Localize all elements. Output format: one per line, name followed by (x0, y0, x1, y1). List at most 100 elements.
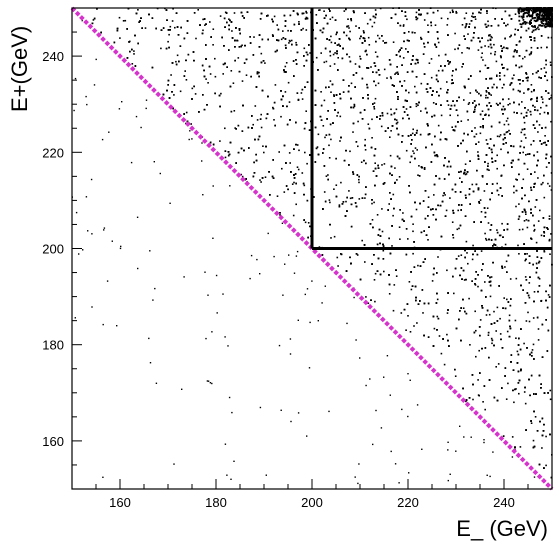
scatter-point (489, 284, 492, 287)
scatter-point (357, 120, 359, 123)
scatter-point (155, 27, 157, 30)
scatter-point (175, 12, 178, 14)
scatter-point (545, 144, 548, 146)
scatter-point (399, 24, 402, 27)
scatter-point (521, 211, 524, 213)
scatter-point (305, 59, 308, 62)
scatter-point (415, 103, 418, 105)
scatter-point (293, 174, 295, 176)
scatter-point (521, 228, 524, 231)
scatter-point (528, 296, 531, 299)
scatter-point (486, 10, 488, 12)
scatter-point (530, 212, 532, 214)
scatter-point (295, 63, 298, 65)
scatter-point (512, 159, 514, 162)
scatter-point (358, 27, 360, 29)
scatter-point (468, 26, 470, 28)
scatter-point (515, 64, 517, 67)
scatter-point (285, 185, 288, 187)
scatter-point (328, 199, 331, 201)
scatter-point (355, 205, 358, 208)
scatter-point (364, 149, 367, 151)
scatter-point (536, 97, 538, 100)
scatter-point (96, 8, 98, 10)
scatter-point (535, 271, 538, 274)
scatter-point (423, 167, 426, 169)
scatter-point (538, 124, 541, 126)
scatter-point (530, 46, 533, 49)
scatter-point (465, 312, 468, 315)
scatter-point (289, 162, 291, 164)
scatter-point (482, 59, 484, 61)
scatter-point (543, 231, 545, 233)
scatter-point (501, 18, 503, 20)
scatter-point (292, 214, 295, 217)
scatter-point (455, 109, 458, 111)
scatter-point (325, 14, 327, 17)
scatter-point (294, 173, 297, 175)
scatter-point (415, 91, 418, 94)
scatter-point (364, 138, 366, 141)
scatter-point (427, 206, 430, 208)
scatter-point (518, 253, 520, 255)
scatter-point (407, 315, 409, 317)
scatter-point (479, 132, 482, 135)
scatter-point (297, 168, 300, 171)
scatter-point (479, 199, 482, 201)
scatter-point (278, 151, 280, 153)
scatter-point (522, 57, 524, 60)
scatter-point (454, 125, 457, 128)
scatter-point (339, 140, 341, 142)
scatter-point (501, 222, 503, 225)
scatter-point (228, 153, 231, 156)
scatter-point (447, 34, 449, 36)
scatter-point (415, 11, 418, 14)
scatter-point (470, 75, 472, 77)
scatter-point (292, 10, 295, 12)
scatter-point (513, 401, 515, 404)
scatter-point (527, 219, 530, 222)
scatter-point (397, 73, 399, 75)
scatter-point (160, 47, 162, 50)
scatter-point (508, 129, 510, 132)
scatter-point (470, 20, 473, 22)
scatter-point (546, 227, 548, 229)
scatter-point (383, 68, 386, 71)
scatter-point (177, 34, 180, 36)
scatter-point (491, 342, 493, 345)
scatter-point (340, 181, 342, 184)
scatter-point (461, 181, 463, 183)
scatter-point (477, 285, 479, 288)
scatter-point (487, 96, 489, 99)
scatter-point (514, 28, 517, 31)
scatter-point (507, 123, 510, 126)
scatter-point (503, 164, 505, 167)
scatter-point (490, 337, 493, 340)
scatter-point (240, 45, 242, 48)
scatter-point (249, 36, 251, 38)
scatter-point (206, 104, 208, 106)
scatter-point (287, 188, 289, 191)
scatter-point (422, 261, 425, 263)
scatter-point (463, 99, 465, 101)
scatter-point (183, 113, 185, 115)
scatter-point (273, 101, 276, 104)
scatter-point (272, 177, 275, 179)
scatter-point (480, 94, 482, 97)
scatter-point (499, 78, 501, 81)
scatter-point (333, 94, 335, 96)
scatter-point (144, 27, 147, 29)
scatter-point (373, 106, 375, 108)
scatter-point (339, 97, 342, 100)
scatter-point (203, 108, 206, 111)
scatter-point (491, 157, 493, 160)
scatter-point (427, 24, 429, 26)
scatter-point (547, 392, 549, 394)
scatter-point (499, 333, 502, 335)
scatter-point (481, 269, 483, 271)
scatter-point (545, 299, 547, 302)
scatter-point (335, 94, 338, 96)
scatter-point (345, 270, 348, 272)
scatter-point (348, 37, 350, 40)
scatter-point (433, 114, 436, 117)
